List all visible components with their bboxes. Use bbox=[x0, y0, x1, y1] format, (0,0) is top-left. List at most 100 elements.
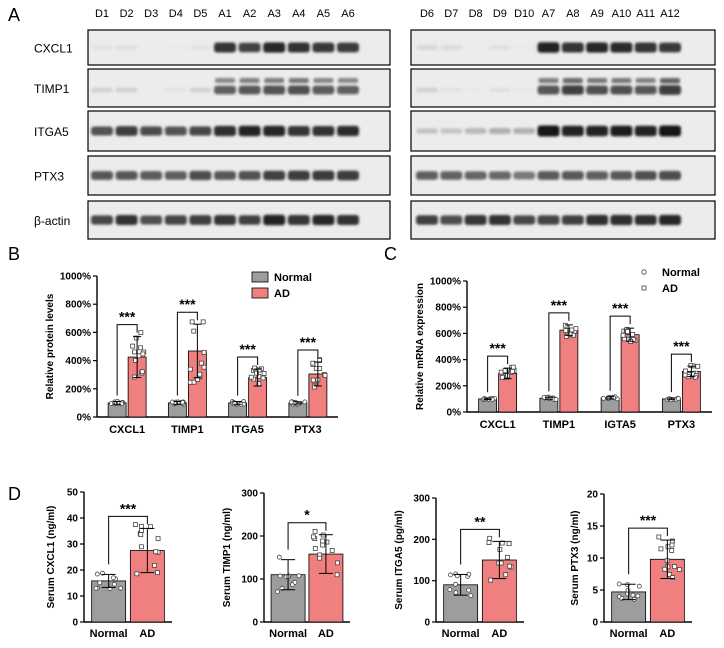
blot-band bbox=[488, 171, 511, 180]
western-blot: D1 D2 D3 D4 D5 A1 A2 A3 A4 A5 A6 D6 D7 D8 D9 D10 A7 A8 A9 A… bbox=[34, 8, 716, 240]
blot-band bbox=[287, 85, 310, 95]
blot-band bbox=[513, 87, 536, 93]
data-point bbox=[636, 583, 642, 589]
lane-label: D1 bbox=[95, 8, 109, 20]
y-tick-label: 5 bbox=[592, 586, 598, 597]
data-point bbox=[191, 328, 197, 334]
lane-label: D4 bbox=[169, 8, 183, 20]
blot-band bbox=[537, 125, 560, 137]
blot-band bbox=[513, 128, 536, 134]
data-point bbox=[201, 349, 207, 355]
lane-label: A8 bbox=[566, 8, 579, 20]
category-label: Normal bbox=[90, 628, 128, 640]
y-tick-label: 15 bbox=[587, 522, 599, 533]
blot-band bbox=[287, 215, 310, 225]
lane-label: D8 bbox=[469, 8, 483, 20]
y-tick-label: 200% bbox=[65, 384, 91, 395]
data-point bbox=[187, 366, 193, 372]
blot-band bbox=[561, 215, 584, 225]
protein-label: CXCL1 bbox=[34, 42, 73, 56]
legend: Normal AD bbox=[641, 267, 700, 295]
data-point bbox=[553, 397, 559, 402]
blot-band bbox=[312, 42, 335, 53]
significance-bracket bbox=[628, 527, 668, 575]
blot-band bbox=[513, 171, 536, 180]
data-point bbox=[669, 542, 675, 548]
lane-label: A2 bbox=[243, 8, 256, 20]
blot-band bbox=[189, 170, 212, 181]
data-point bbox=[502, 368, 508, 374]
y-tick-label: 20 bbox=[587, 490, 599, 501]
category-label: TIMP1 bbox=[543, 419, 575, 431]
category-label: PTX3 bbox=[294, 424, 322, 436]
data-point bbox=[310, 360, 316, 366]
data-point bbox=[656, 534, 662, 540]
blot-band bbox=[338, 78, 358, 83]
data-point bbox=[567, 331, 573, 337]
y-tick-label: 10 bbox=[67, 592, 79, 603]
blot-band bbox=[561, 42, 584, 53]
blot-band bbox=[587, 78, 608, 84]
blot-band bbox=[659, 125, 681, 137]
y-tick-label: 400% bbox=[65, 356, 91, 367]
lane-label: A11 bbox=[636, 8, 655, 20]
y-tick-label: 1000% bbox=[430, 277, 461, 288]
data-point bbox=[510, 369, 515, 374]
blot-band bbox=[440, 171, 463, 180]
blot-band bbox=[537, 42, 560, 53]
blot-band bbox=[140, 171, 163, 180]
significance-label: *** bbox=[489, 340, 506, 356]
data-point bbox=[139, 528, 144, 533]
data-point bbox=[505, 554, 510, 560]
blot-band bbox=[164, 87, 187, 93]
y-tick-label: 600% bbox=[65, 328, 91, 339]
blot-band bbox=[91, 87, 113, 93]
blot-band bbox=[312, 170, 335, 181]
y-axis-label: Relative mRNA expression bbox=[415, 283, 426, 410]
data-point bbox=[140, 351, 146, 357]
data-point bbox=[466, 587, 472, 593]
category-label: ITGA5 bbox=[231, 424, 263, 436]
data-point bbox=[260, 375, 266, 381]
blot-band bbox=[115, 126, 138, 136]
data-point bbox=[683, 368, 688, 374]
blot-band bbox=[561, 85, 584, 95]
y-tick-label: 20 bbox=[67, 566, 79, 577]
lane-label: A4 bbox=[292, 8, 305, 20]
blot-band bbox=[164, 45, 187, 50]
category-label: Normal bbox=[269, 628, 307, 640]
data-point bbox=[132, 349, 137, 355]
significance-bracket bbox=[116, 324, 138, 396]
blot-band bbox=[513, 215, 536, 225]
significance-label: *** bbox=[179, 296, 196, 312]
blot-band bbox=[440, 87, 463, 93]
lane-label: A1 bbox=[218, 8, 231, 20]
data-point bbox=[138, 544, 144, 550]
data-point bbox=[153, 549, 159, 555]
blot-band bbox=[416, 87, 438, 93]
data-point bbox=[669, 548, 675, 553]
blot-band bbox=[140, 88, 163, 92]
category-label: AD bbox=[491, 628, 507, 640]
data-point bbox=[448, 572, 453, 578]
data-point bbox=[312, 529, 318, 534]
blot-band bbox=[660, 78, 680, 84]
data-point bbox=[658, 546, 664, 552]
data-point bbox=[302, 399, 308, 405]
blot-band bbox=[537, 85, 560, 95]
data-point bbox=[670, 538, 675, 544]
data-point bbox=[248, 374, 254, 380]
data-point bbox=[288, 399, 294, 405]
blot-band bbox=[91, 215, 113, 225]
data-point bbox=[111, 575, 116, 581]
data-point bbox=[635, 593, 641, 599]
blot-band bbox=[634, 85, 657, 95]
blot-band bbox=[659, 214, 681, 226]
data-point bbox=[254, 370, 259, 376]
data-point bbox=[507, 563, 512, 569]
bar-ad bbox=[308, 553, 344, 623]
blot-band bbox=[91, 126, 113, 136]
blot-band bbox=[164, 171, 187, 180]
blot-band bbox=[337, 214, 359, 226]
blot-band bbox=[464, 128, 487, 134]
